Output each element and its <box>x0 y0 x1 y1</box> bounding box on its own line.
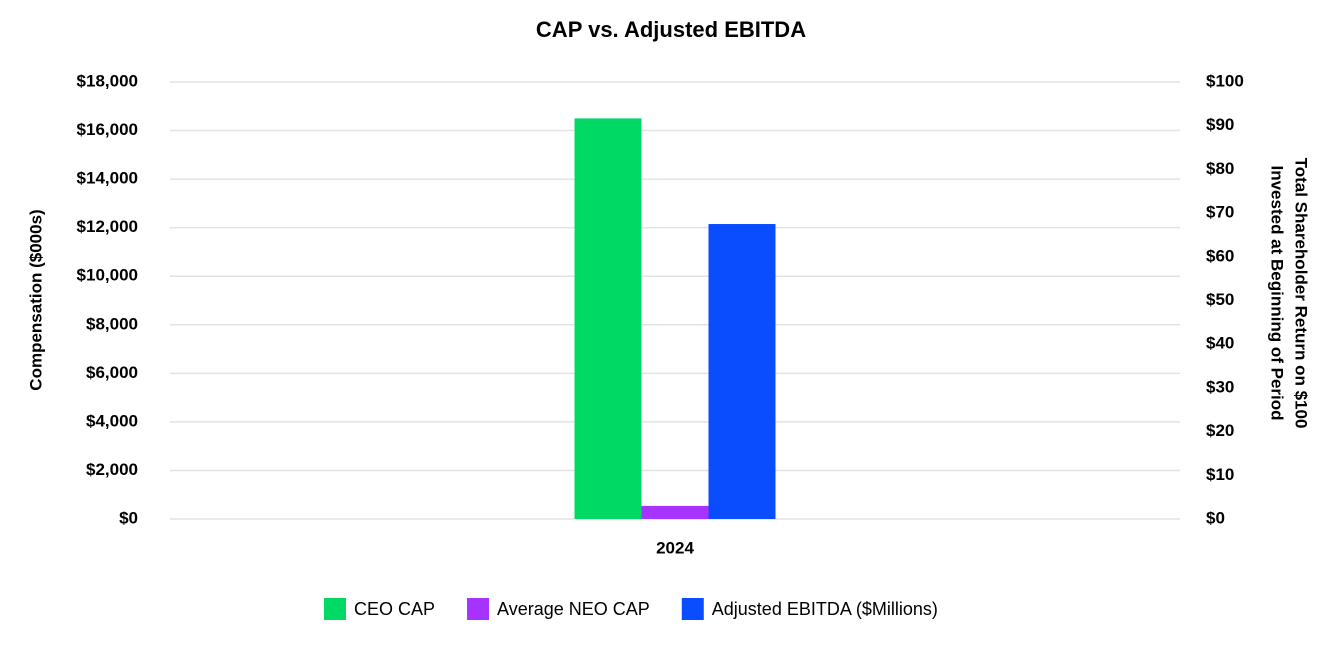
y2-tick-label: $60 <box>1206 246 1234 265</box>
bar <box>641 505 709 519</box>
legend-swatch <box>324 598 346 620</box>
legend-label: CEO CAP <box>354 599 435 619</box>
y-tick-label: $2,000 <box>86 460 138 479</box>
y-tick-label: $0 <box>119 508 138 527</box>
legend-label: Adjusted EBITDA ($Millions) <box>712 599 938 619</box>
y2-tick-label: $0 <box>1206 508 1225 527</box>
y-tick-label: $8,000 <box>86 314 138 333</box>
legend-label: Average NEO CAP <box>497 599 650 619</box>
y-tick-label: $18,000 <box>77 71 138 90</box>
y-tick-label: $4,000 <box>86 411 138 430</box>
y-tick-label: $16,000 <box>77 120 138 139</box>
bar <box>708 224 776 519</box>
y2-tick-label: $70 <box>1206 203 1234 222</box>
y2-tick-label: $10 <box>1206 465 1234 484</box>
y2-axis-label: Total Shareholder Return on $100 <box>1292 158 1311 429</box>
y2-tick-label: $80 <box>1206 159 1234 178</box>
y2-tick-label: $40 <box>1206 334 1234 353</box>
x-tick-label: 2024 <box>656 538 694 557</box>
y-tick-label: $6,000 <box>86 363 138 382</box>
y2-tick-label: $20 <box>1206 421 1234 440</box>
legend-swatch <box>467 598 490 620</box>
y2-tick-label: $30 <box>1206 377 1234 396</box>
y-axis-label: Compensation ($000s) <box>26 209 45 390</box>
legend-swatch <box>681 598 704 620</box>
y2-tick-label: $50 <box>1206 290 1234 309</box>
y2-tick-label: $100 <box>1206 71 1244 90</box>
y-tick-label: $12,000 <box>77 217 138 236</box>
y2-tick-label: $90 <box>1206 115 1234 134</box>
chart-title: CAP vs. Adjusted EBITDA <box>536 17 806 42</box>
y2-axis-label: Invested at Beginning of Period <box>1268 165 1287 420</box>
y-tick-label: $10,000 <box>77 266 138 285</box>
y-tick-label: $14,000 <box>77 169 138 188</box>
bar <box>574 118 642 520</box>
